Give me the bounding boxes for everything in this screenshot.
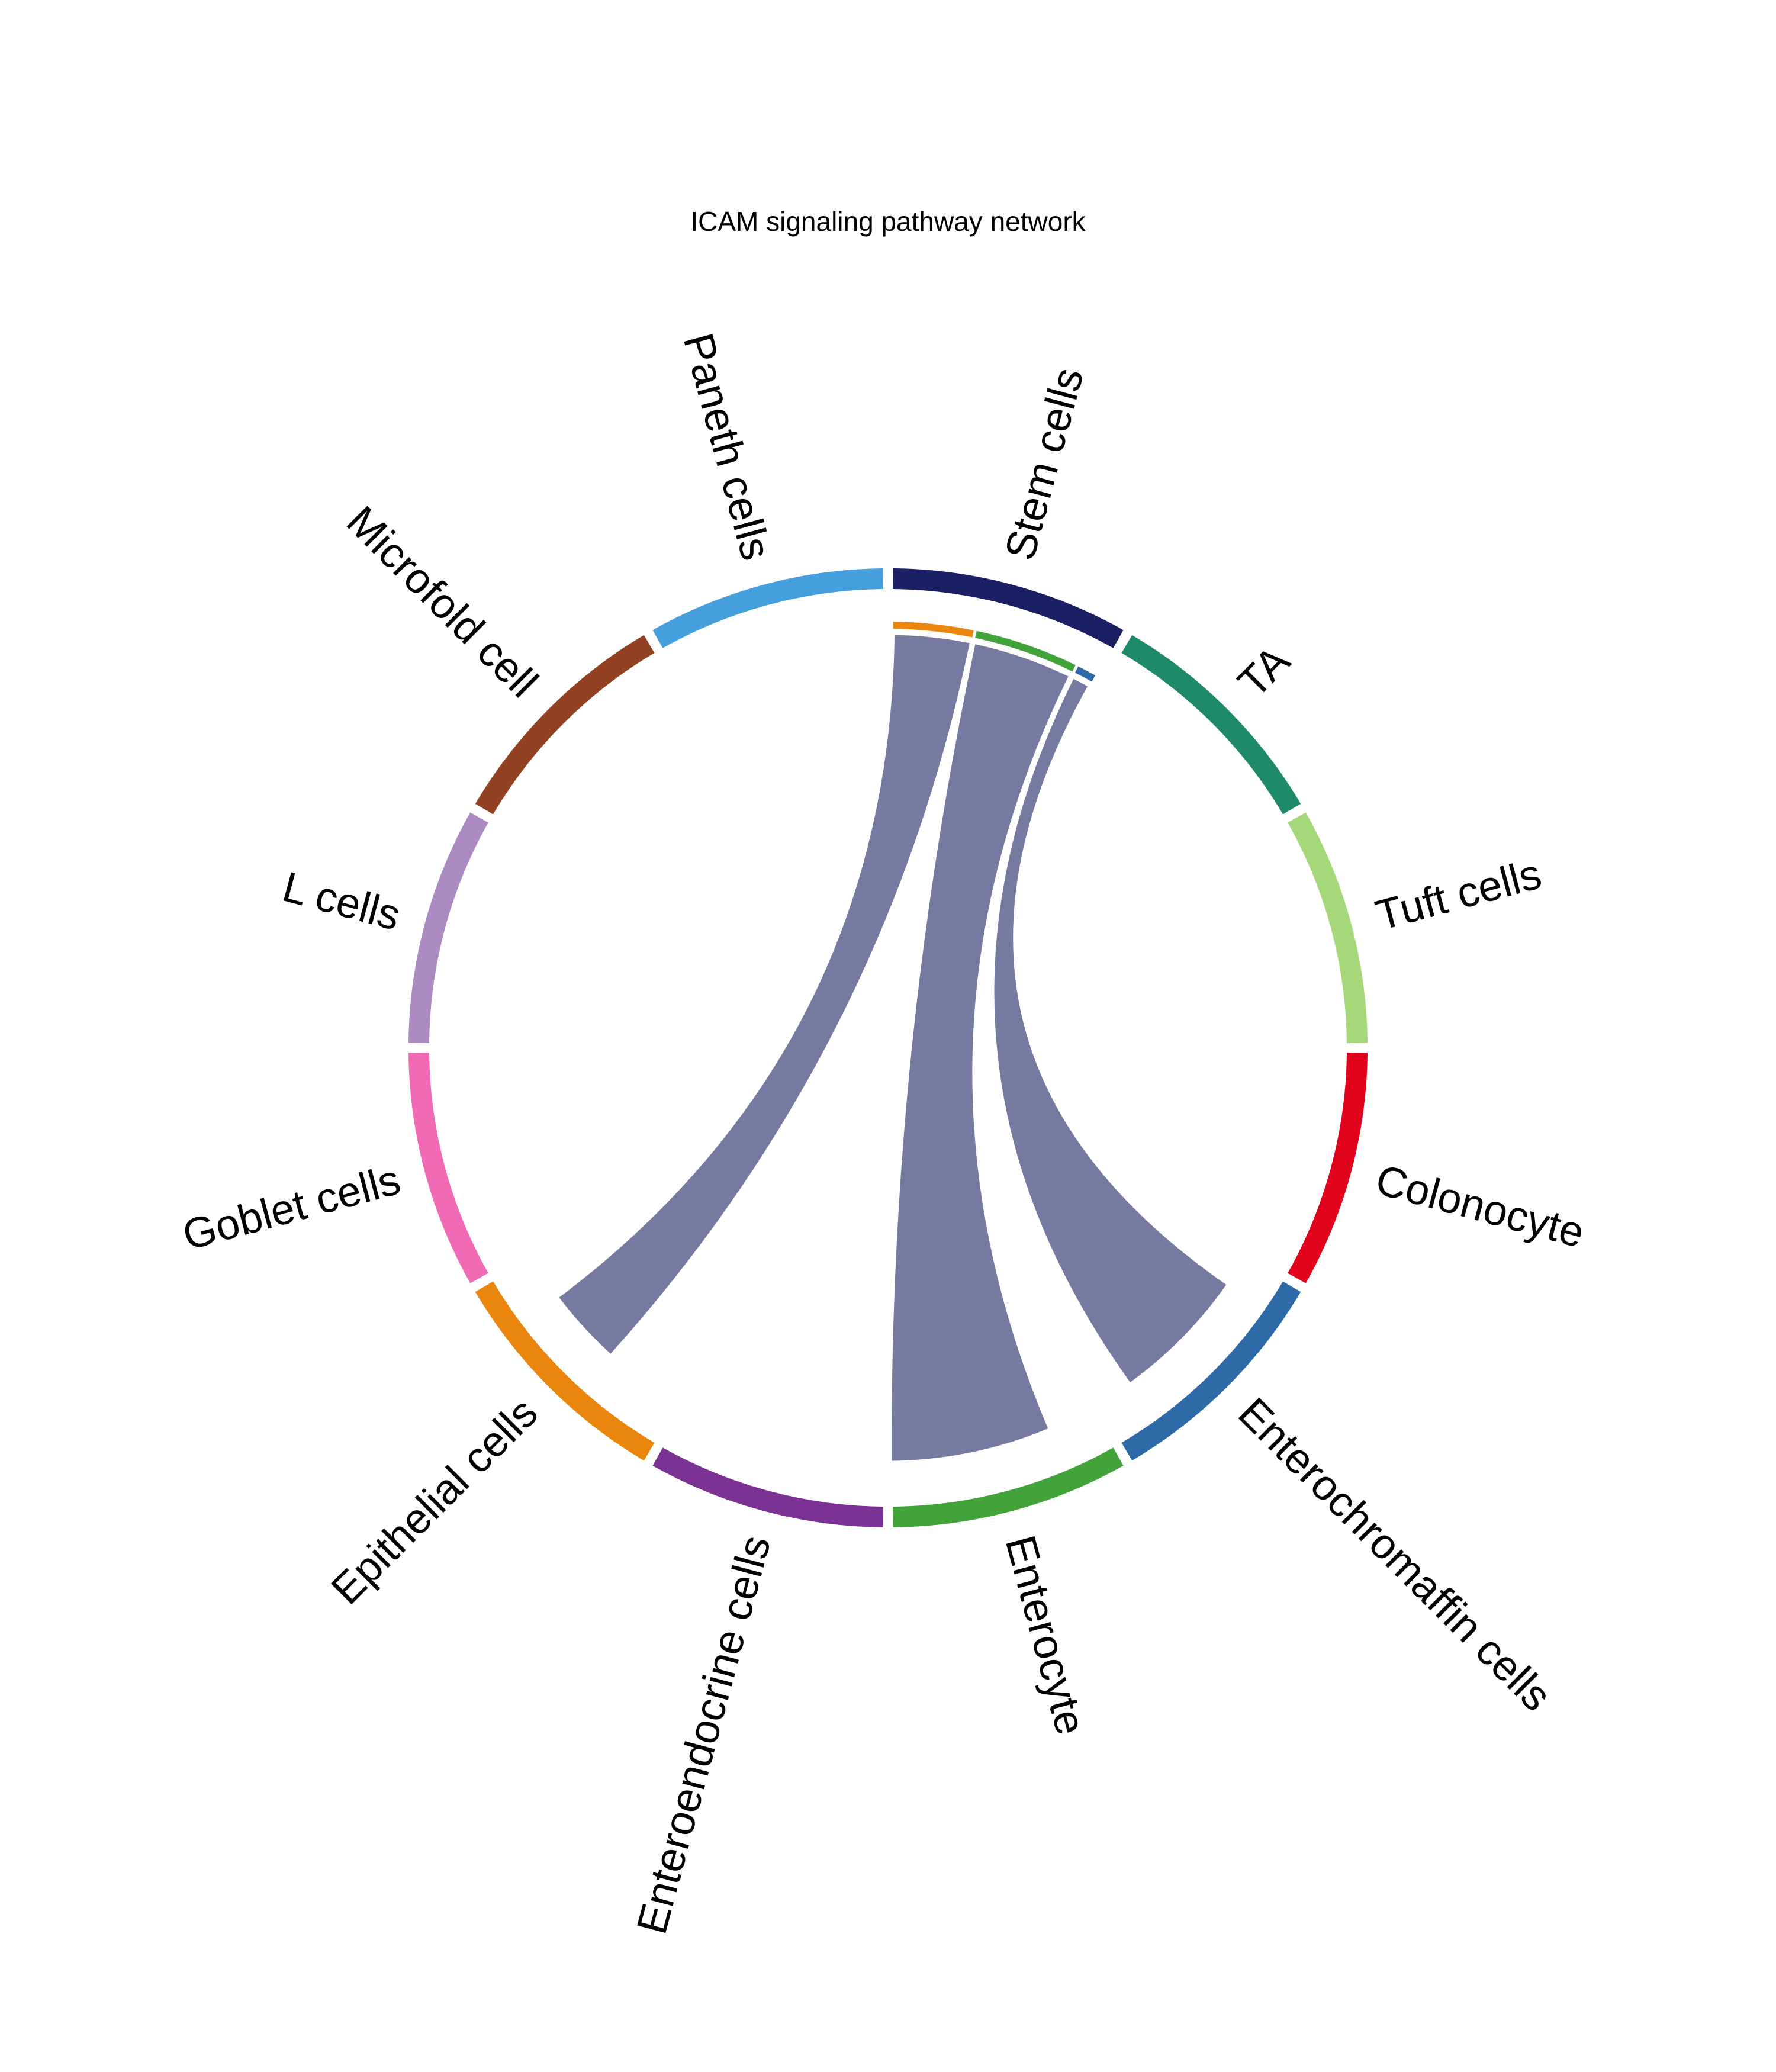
sector-enterochromaffin-cells [1121,1281,1301,1461]
label-enteroendocrine-cells: Enteroendocrine cells [628,1531,780,1939]
label-ta: TA [1229,637,1299,707]
label-colonocyte: Colonocyte [1371,1156,1590,1257]
rim-epithelial-cells [893,622,974,638]
sector-colonocyte [1288,1053,1368,1283]
sector-microfold-cell [475,635,655,815]
sector-tuft-cells [1288,812,1368,1043]
label-stem-cells: Stem cells [996,363,1093,565]
label-goblet-cells: Goblet cells [178,1156,405,1260]
label-enterocyte: Enterocyte [996,1531,1095,1740]
label-l-cells: L cells [278,863,405,940]
rim-enterocyte [975,630,1076,672]
sector-stem-cells [893,568,1124,648]
label-tuft-cells: Tuft cells [1371,850,1546,940]
label-paneth-cells: Paneth cells [674,329,780,565]
label-epithelial-cells: Epithelial cells [323,1389,547,1613]
sector-enterocyte [893,1447,1124,1527]
link-stem-cells-to-epithelial-cells [555,632,973,1358]
link-stem-cells-to-enterochromaffin-cells [991,675,1231,1386]
sector-epithelial-cells [475,1281,655,1461]
sector-enteroendocrine-cells [652,1447,883,1527]
label-microfold-cell: Microfold cell [337,497,547,707]
sector-ta [1121,635,1301,815]
sector-l-cells [408,812,488,1043]
sector-labels: Stem cells TA Tuft cells Colonocyte Enteroch… [178,329,1589,1939]
sector-goblet-cells [408,1053,488,1283]
chord-links [555,632,1231,1464]
label-enterochromaffin-cells: Enterochromaffin cells [1229,1389,1560,1720]
link-rims [893,622,1096,682]
sector-tracks [408,568,1368,1527]
rim-enterochromaffin-cells [1074,666,1096,682]
chart-title: ICAM signaling pathway network [690,206,1086,237]
link-stem-cells-to-enterocyte [889,641,1073,1464]
sector-paneth-cells [652,568,883,648]
